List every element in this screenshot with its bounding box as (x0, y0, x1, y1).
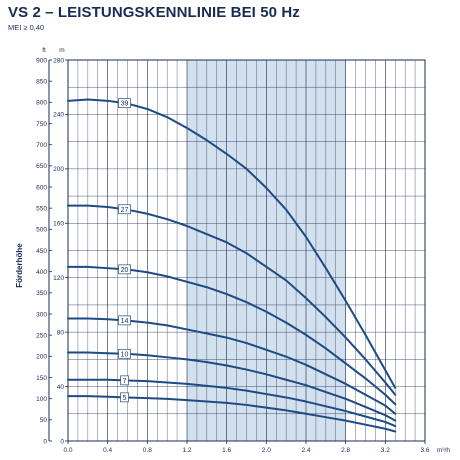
grid (68, 60, 425, 441)
chart-title: VS 2 – LEISTUNGSKENNLINIE BEI 50 Hz (8, 4, 300, 21)
series-group: 39 27 20 14 10 7 5 (67, 98, 397, 433)
stage-label-20: 20 (121, 267, 129, 274)
y-tick-label-m: 0 (60, 438, 64, 445)
x-tick-label: 0.4 (103, 447, 112, 454)
y-tick-label-ft: 50 (40, 417, 48, 424)
y-tick-label-ft: 800 (36, 100, 47, 107)
y-tick-label-m: 160 (53, 221, 64, 228)
y-tick-label-ft: 0 (43, 438, 47, 445)
y-tick-label-ft: 450 (36, 248, 47, 255)
y-tick-label-ft: 500 (36, 227, 47, 234)
x-tick-label: 0.0 (63, 447, 72, 454)
y-tick-label-m: 120 (53, 275, 64, 282)
x-tick-label: 0.8 (143, 447, 152, 454)
x-unit: m³/h (437, 447, 450, 454)
stage-label-box (118, 315, 131, 326)
y-tick-label-ft: 300 (36, 311, 47, 318)
y-axis-label: Förderhöhe (15, 243, 24, 288)
x-tick-label: 1.2 (182, 447, 191, 454)
y-tick-label-ft: 850 (36, 78, 47, 85)
stage-label-10: 10 (121, 351, 129, 358)
stage-label-box (118, 204, 131, 215)
y-tick-label-ft: 350 (36, 290, 47, 297)
y-tick-label-m: 200 (53, 166, 64, 173)
y-tick-label-ft: 550 (36, 205, 47, 212)
y-tick-label-ft: 700 (36, 142, 47, 149)
y-tick-label-m: 80 (57, 329, 65, 336)
y-tick-label-ft: 650 (36, 163, 47, 170)
stage-label-39: 39 (121, 101, 129, 108)
chart-subtitle: MEI ≥ 0,40 (8, 23, 45, 32)
x-tick-label: 3.2 (381, 447, 390, 454)
axes: 0 40 80 120 160 200 240 280 0 50 100 150 200 250 300 35… (36, 57, 430, 454)
y-tick-label-ft: 100 (36, 396, 47, 403)
y-tick-label-ft: 150 (36, 375, 47, 382)
stage-label-box (118, 348, 131, 359)
stage-label-box (120, 392, 129, 403)
y-tick-label-m: 40 (57, 384, 65, 391)
y-tick-label-ft: 200 (36, 354, 47, 361)
y-tick-label-ft: 400 (36, 269, 47, 276)
stage-label-5: 5 (123, 395, 127, 402)
x-tick-label: 1.6 (222, 447, 231, 454)
y-tick-label-m: 240 (53, 112, 64, 119)
stage-label-box (118, 98, 131, 108)
y-unit-ft: ft (42, 47, 46, 54)
y-unit-m: m (59, 47, 64, 54)
y-tick-label-ft: 600 (36, 184, 47, 191)
stage-label-27: 27 (121, 207, 129, 214)
x-tick-label: 2.0 (262, 447, 271, 454)
stage-label-14: 14 (121, 318, 129, 325)
stage-label-box (120, 375, 129, 386)
y-tick-label-ft: 900 (36, 57, 47, 64)
x-tick-label: 2.8 (341, 447, 350, 454)
x-tick-label: 2.4 (301, 447, 310, 454)
x-tick-label: 3.6 (420, 447, 429, 454)
y-tick-label-m: 280 (53, 57, 64, 64)
y-tick-label-ft: 250 (36, 332, 47, 339)
stage-label-7: 7 (123, 378, 127, 385)
y-tick-label-ft: 750 (36, 121, 47, 128)
stage-label-box (118, 264, 131, 275)
